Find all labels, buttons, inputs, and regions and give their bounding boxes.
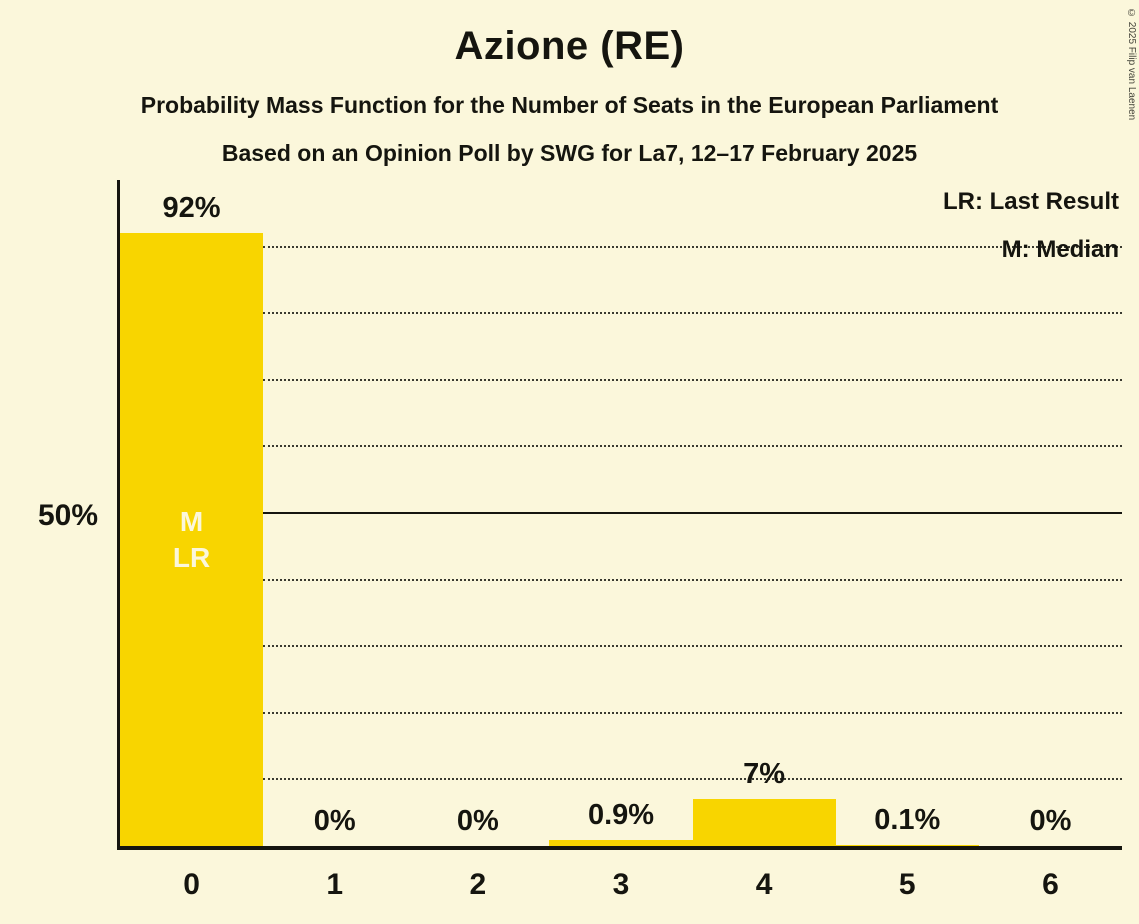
gridline-20 xyxy=(263,711,1122,714)
x-tick-label-0: 0 xyxy=(183,868,200,901)
gridline-80 xyxy=(263,312,1122,315)
gridline-60 xyxy=(263,445,1122,448)
legend-last-result: LR: Last Result xyxy=(942,188,1119,215)
plot-area: M LR 92% 0 0% 1 0% 2 0.9% 3 7% 4 0.1% 5 0% 6 xyxy=(117,180,1122,901)
bar-value-label-2: 0% xyxy=(456,805,499,837)
bar-value-label-1: 0% xyxy=(313,805,356,837)
bar-seats-4 xyxy=(692,799,836,846)
gridline-30 xyxy=(263,645,1122,648)
x-tick-label-1: 1 xyxy=(326,868,344,901)
bar-seats-5 xyxy=(835,845,979,846)
gridline-90 xyxy=(263,245,1122,248)
bar-value-label-3: 0.9% xyxy=(587,799,655,832)
y-axis-label-50: 50% xyxy=(37,499,99,532)
x-tick-label-4: 4 xyxy=(755,868,773,901)
gridline-10 xyxy=(263,778,1122,781)
chart-subtitle-poll: Based on an Opinion Poll by SWG for La7,… xyxy=(221,140,918,166)
y-axis-line xyxy=(117,180,120,846)
x-axis-line xyxy=(117,846,1122,850)
gridline-50-solid xyxy=(263,512,1122,514)
chart-subtitle: Probability Mass Function for the Number… xyxy=(140,92,999,118)
copyright-text: © 2025 Filip van Laenen xyxy=(1126,8,1137,121)
chart-title: Azione (RE) xyxy=(454,24,685,68)
bar-value-label-5: 0.1% xyxy=(874,804,941,837)
gridline-40 xyxy=(263,578,1122,581)
bar-value-label-4: 7% xyxy=(743,758,786,791)
bar-value-label-6: 0% xyxy=(1029,805,1072,837)
gridline-70 xyxy=(263,378,1122,381)
x-tick-label-3: 3 xyxy=(612,868,630,901)
bar-median-lastresult-label: M LR xyxy=(172,505,211,573)
legend-median: M: Median xyxy=(1001,236,1119,263)
x-tick-label-2: 2 xyxy=(469,868,487,901)
bar-seats-0: M LR xyxy=(120,233,264,846)
bar-seats-3 xyxy=(549,840,693,846)
x-tick-label-5: 5 xyxy=(898,868,916,901)
x-tick-label-6: 6 xyxy=(1042,868,1059,901)
bar-value-label-0: 92% xyxy=(162,192,221,225)
